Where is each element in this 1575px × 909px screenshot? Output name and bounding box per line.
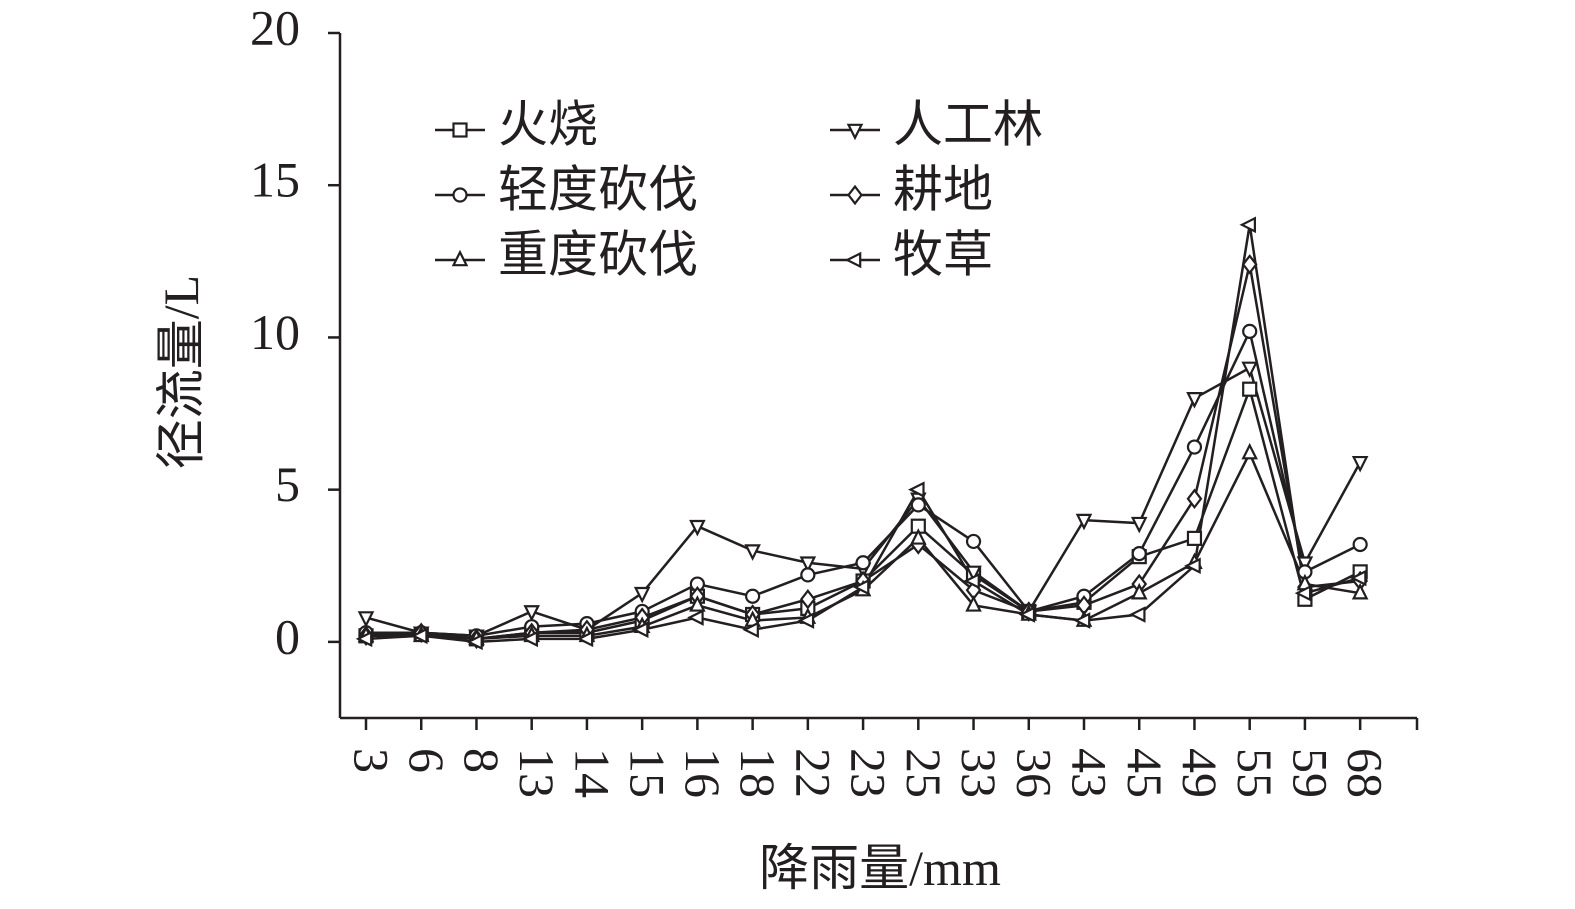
marker bbox=[523, 605, 540, 622]
marker bbox=[1241, 254, 1258, 275]
marker bbox=[633, 586, 651, 604]
marker bbox=[852, 578, 870, 596]
x-tick-label: 59 bbox=[1282, 748, 1338, 798]
marker bbox=[1242, 381, 1258, 397]
x-tick-label: 45 bbox=[1117, 748, 1173, 798]
marker bbox=[965, 565, 982, 583]
marker bbox=[1186, 530, 1203, 546]
legend-label: 重度砍伐 bbox=[498, 226, 698, 282]
marker bbox=[576, 630, 594, 648]
marker bbox=[689, 595, 706, 612]
marker bbox=[1241, 442, 1258, 460]
marker bbox=[1242, 323, 1258, 339]
y-tick-label: 15 bbox=[250, 152, 300, 208]
x-tick-label: 55 bbox=[1227, 748, 1283, 798]
marker bbox=[846, 123, 864, 141]
x-tick-label: 8 bbox=[454, 748, 510, 773]
legend-label: 耕地 bbox=[893, 161, 993, 217]
marker bbox=[1296, 556, 1314, 573]
x-tick-label: 15 bbox=[620, 748, 676, 798]
marker bbox=[855, 555, 871, 571]
marker bbox=[357, 611, 375, 628]
marker bbox=[451, 249, 469, 267]
y-tick-label: 20 bbox=[250, 0, 300, 55]
marker bbox=[744, 544, 761, 561]
marker bbox=[797, 612, 815, 629]
marker bbox=[631, 621, 649, 638]
x-tick-label: 18 bbox=[730, 748, 786, 798]
x-tick-label: 14 bbox=[564, 748, 620, 798]
y-tick-label: 0 bbox=[275, 608, 300, 664]
marker bbox=[1018, 606, 1036, 623]
marker bbox=[799, 556, 817, 573]
marker bbox=[1131, 545, 1147, 562]
marker bbox=[910, 497, 926, 513]
marker bbox=[687, 609, 704, 626]
marker bbox=[410, 627, 428, 645]
marker bbox=[1186, 392, 1203, 409]
marker bbox=[963, 572, 980, 590]
legend-label: 轻度砍伐 bbox=[498, 161, 698, 217]
marker bbox=[452, 187, 468, 203]
marker bbox=[1351, 582, 1369, 600]
x-tick-label: 68 bbox=[1338, 748, 1394, 798]
marker bbox=[844, 251, 862, 269]
x-tick-label: 36 bbox=[1006, 748, 1062, 798]
y-axis-label: 径流量/L bbox=[153, 275, 209, 469]
marker bbox=[965, 595, 982, 612]
marker bbox=[745, 588, 761, 604]
marker bbox=[1239, 216, 1256, 234]
marker bbox=[910, 528, 927, 545]
x-tick-label: 16 bbox=[675, 748, 731, 798]
x-tick-label: 13 bbox=[509, 748, 565, 798]
marker bbox=[1186, 439, 1203, 455]
marker bbox=[1075, 513, 1093, 531]
legend-label: 人工林 bbox=[893, 96, 1043, 152]
x-tick-label: 25 bbox=[896, 748, 952, 798]
x-tick-label: 3 bbox=[344, 748, 400, 773]
marker bbox=[1130, 582, 1148, 600]
marker bbox=[1351, 455, 1369, 473]
marker bbox=[1349, 569, 1367, 587]
marker bbox=[1186, 488, 1203, 510]
marker bbox=[1352, 536, 1368, 553]
marker bbox=[1294, 584, 1312, 602]
marker bbox=[1128, 606, 1146, 623]
series-line bbox=[366, 450, 1361, 641]
marker bbox=[908, 481, 925, 498]
marker bbox=[466, 633, 483, 651]
marker bbox=[1073, 612, 1091, 629]
marker bbox=[965, 533, 982, 550]
x-tick-label: 23 bbox=[841, 748, 897, 798]
x-tick-label: 6 bbox=[399, 748, 455, 773]
marker bbox=[1241, 361, 1258, 379]
y-tick-label: 10 bbox=[250, 304, 300, 360]
x-tick-label: 49 bbox=[1172, 748, 1228, 798]
marker bbox=[452, 122, 468, 138]
marker bbox=[355, 630, 373, 648]
marker bbox=[800, 567, 816, 583]
marker bbox=[1184, 557, 1201, 575]
x-axis-label: 降雨量/mm bbox=[759, 840, 1001, 896]
x-tick-label: 33 bbox=[951, 748, 1007, 798]
marker bbox=[847, 184, 863, 206]
legend-label: 火烧 bbox=[498, 96, 598, 152]
marker bbox=[1130, 516, 1148, 534]
marker bbox=[521, 630, 538, 648]
y-tick-label: 5 bbox=[275, 456, 300, 512]
x-tick-label: 43 bbox=[1062, 748, 1118, 798]
legend-label: 牧草 bbox=[893, 226, 993, 282]
x-tick-label: 22 bbox=[785, 748, 841, 798]
marker bbox=[742, 621, 759, 638]
marker bbox=[689, 519, 706, 537]
